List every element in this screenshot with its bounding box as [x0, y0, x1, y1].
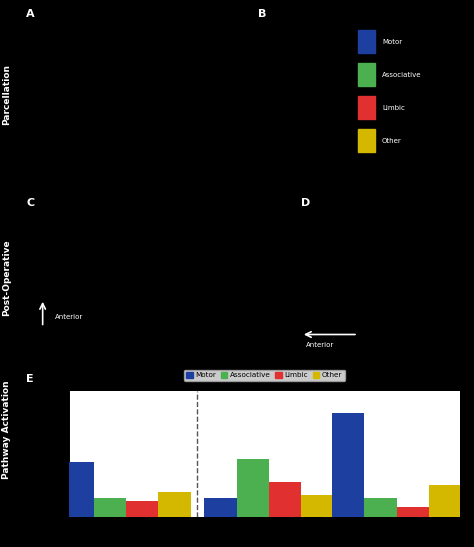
Text: Other: Other [382, 138, 402, 144]
Bar [358, 129, 375, 152]
Bar [126, 501, 158, 517]
Text: Post-Operative: Post-Operative [2, 239, 10, 316]
Bar [397, 508, 429, 517]
Bar [158, 492, 191, 517]
Text: Right STN: Right STN [314, 537, 352, 545]
Bar [332, 413, 365, 517]
Bar [301, 495, 334, 517]
Text: D: D [301, 197, 310, 208]
Bar [61, 462, 93, 517]
Text: Associative: Associative [382, 72, 421, 78]
Text: Parcellation: Parcellation [2, 64, 10, 125]
Bar [358, 63, 375, 86]
Bar [237, 459, 269, 517]
Bar [93, 498, 126, 517]
Text: C: C [26, 197, 34, 208]
Text: B: B [258, 9, 267, 20]
Text: Anterior: Anterior [306, 342, 334, 348]
Text: Motor: Motor [382, 38, 402, 44]
Text: Anterior: Anterior [55, 314, 83, 319]
Bar [358, 30, 375, 53]
Text: Pathway Activation: Pathway Activation [2, 380, 10, 479]
Text: E: E [26, 374, 34, 383]
Text: Limbic: Limbic [382, 104, 405, 110]
Bar [365, 498, 397, 517]
Bar [429, 486, 462, 517]
Bar [358, 96, 375, 119]
Bar [204, 498, 237, 517]
Text: A: A [26, 9, 35, 20]
Legend: Motor, Associative, Limbic, Other: Motor, Associative, Limbic, Other [183, 370, 345, 381]
Y-axis label: % Pathway Activation: % Pathway Activation [37, 409, 46, 499]
Bar [269, 482, 301, 517]
